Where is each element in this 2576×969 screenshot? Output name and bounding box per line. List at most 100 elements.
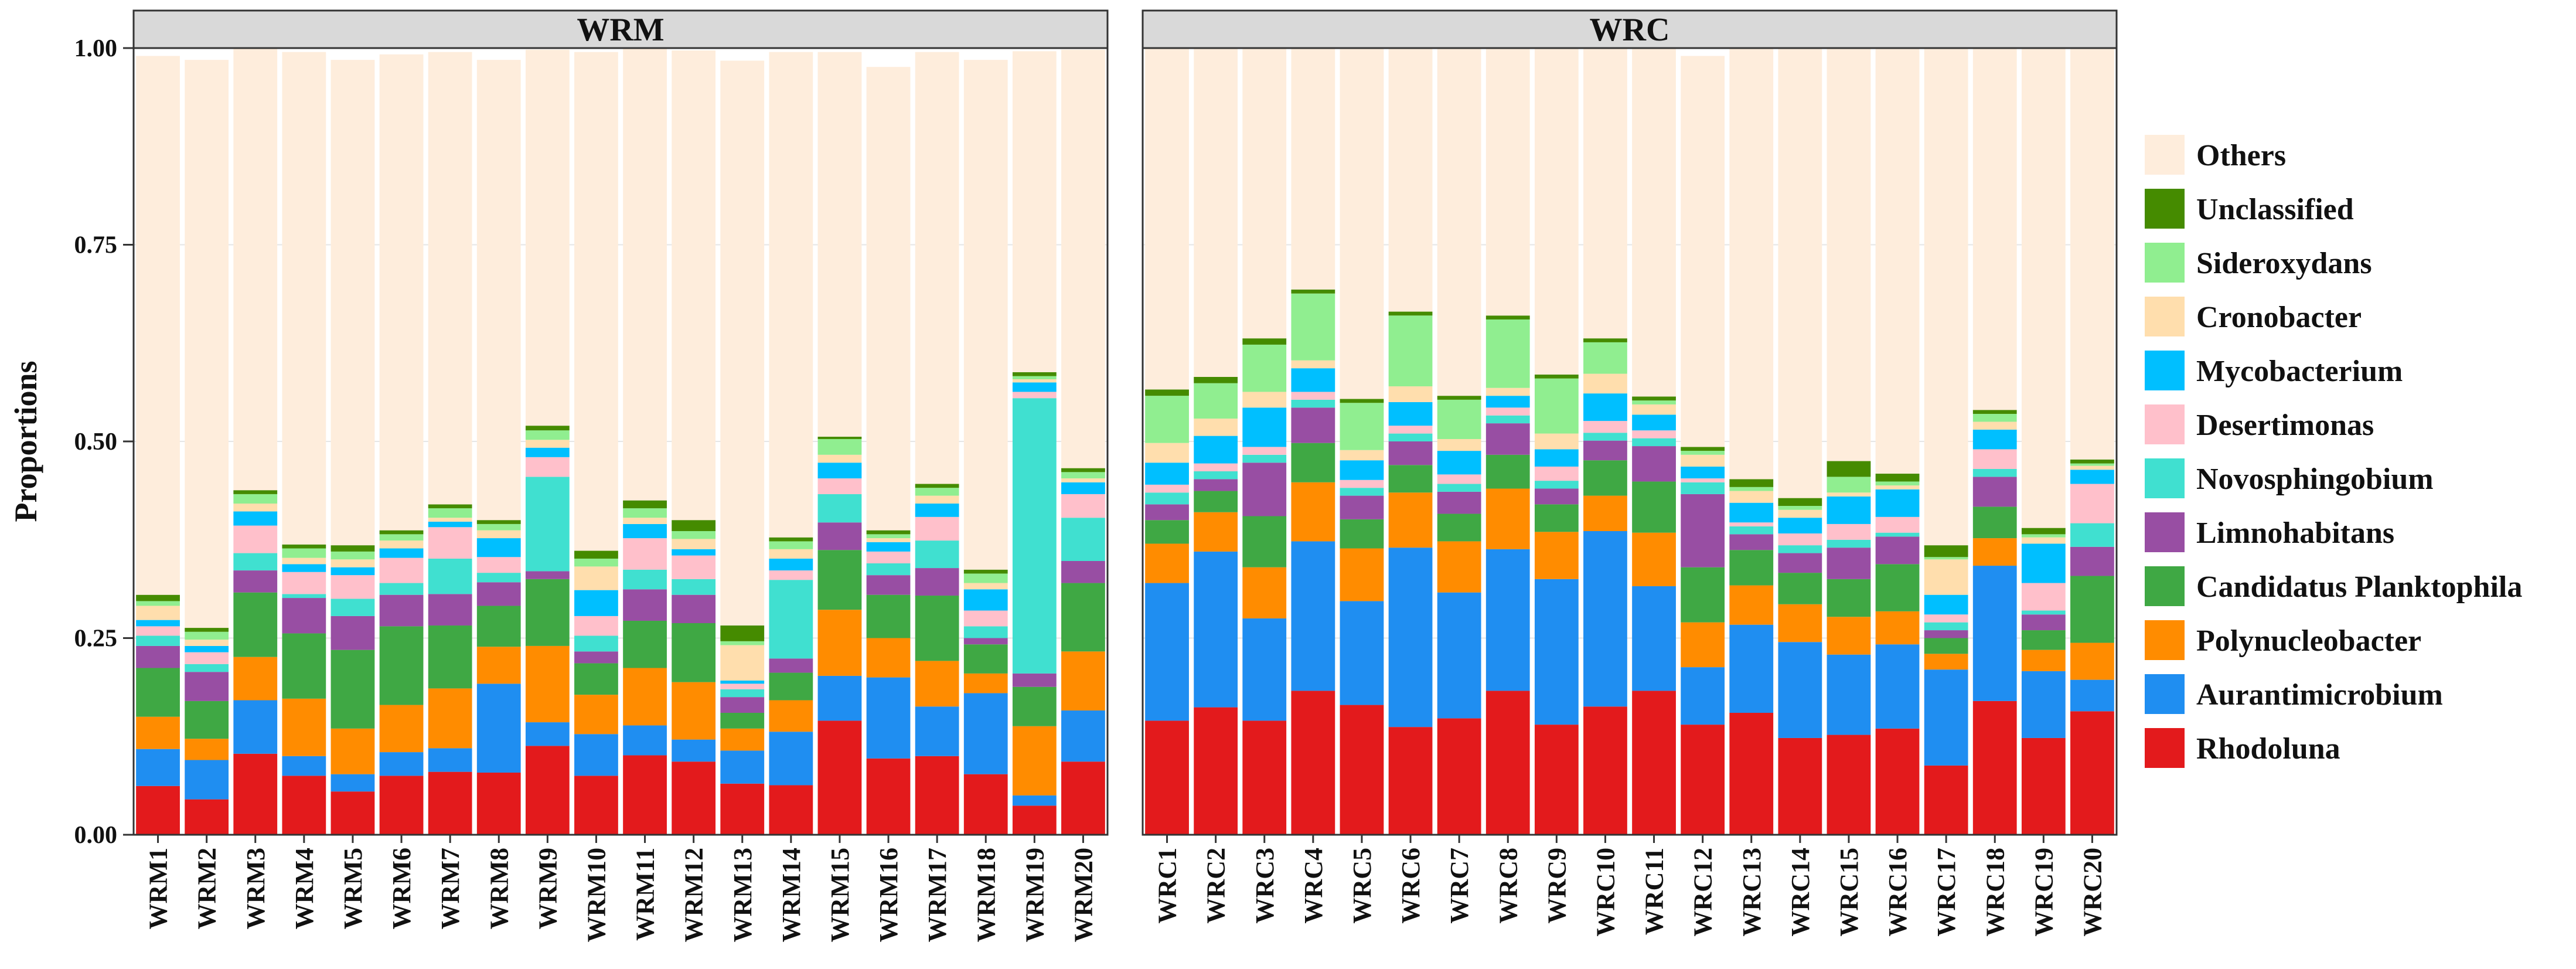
bar-segment-others (1875, 48, 1920, 474)
bar-segment-limnohabitans (720, 697, 765, 713)
bar-segment-limnohabitans (769, 658, 813, 673)
bar-segment-desertimonas (1012, 392, 1057, 399)
bar-segment-novosphingobium (525, 477, 570, 572)
bar-segment-desertimonas (2070, 484, 2114, 523)
x-tick-label: WRM3 (241, 848, 270, 929)
bar-segment-candidatus-planktophila (379, 626, 424, 705)
bar-segment-cronobacter (623, 518, 667, 524)
bar-segment-cronobacter (915, 495, 959, 504)
bar-wrm14 (769, 52, 813, 835)
bar-segment-desertimonas (185, 652, 229, 664)
x-tick-label: WRC8 (1494, 848, 1522, 924)
bar-segment-unclassified (1437, 396, 1481, 400)
bar-segment-desertimonas (233, 525, 278, 553)
bar-segment-desertimonas (1242, 447, 1287, 455)
bar-segment-others (963, 60, 1008, 570)
legend-swatch (2145, 135, 2185, 175)
bar-segment-rhodoluna (1681, 725, 1725, 835)
bar-segment-polynucleobacter (428, 688, 472, 749)
bar-segment-sideroxydans (1875, 481, 1920, 486)
bar-segment-novosphingobium (476, 573, 521, 583)
bar-segment-rhodoluna (282, 776, 326, 835)
bar-segment-others (1061, 49, 1105, 468)
bar-segment-candidatus-planktophila (672, 623, 716, 682)
bar-segment-mycobacterium (1437, 451, 1481, 475)
bar-segment-aurantimicrobium (2021, 671, 2066, 738)
bar-segment-sideroxydans (282, 548, 326, 558)
x-tick-label: WRC18 (1981, 848, 2009, 937)
x-tick-label: WRM5 (339, 848, 367, 929)
bar-wrm13 (720, 60, 765, 835)
bar-segment-others (1972, 48, 2017, 410)
bar-segment-unclassified (1012, 372, 1057, 376)
bar-segment-novosphingobium (1388, 433, 1433, 441)
bar-segment-sideroxydans (136, 601, 180, 606)
bar-segment-novosphingobium (233, 553, 278, 571)
bar-segment-mycobacterium (428, 521, 472, 528)
bar-segment-polynucleobacter (1485, 488, 1530, 549)
bar-segment-mycobacterium (330, 567, 375, 576)
bar-segment-candidatus-planktophila (1485, 454, 1530, 489)
bar-segment-sideroxydans (330, 551, 375, 560)
bar-segment-sideroxydans (866, 534, 911, 539)
bar-segment-polynucleobacter (1534, 532, 1579, 579)
legend-item-mycobacterium: Mycobacterium (2145, 351, 2403, 390)
bar-wrc2 (1194, 48, 1238, 835)
bar-segment-novosphingobium (915, 540, 959, 569)
bar-segment-polynucleobacter (379, 705, 424, 753)
bar-segment-novosphingobium (2021, 610, 2066, 615)
bar-segment-candidatus-planktophila (233, 592, 278, 657)
y-tick-label: 0.00 (74, 822, 118, 849)
bar-segment-sideroxydans (1388, 315, 1433, 387)
bar-segment-sideroxydans (476, 523, 521, 531)
bar-segment-aurantimicrobium (1485, 549, 1530, 691)
bar-segment-aurantimicrobium (1632, 586, 1676, 691)
bar-segment-sideroxydans (1437, 399, 1481, 439)
bar-wrm8 (476, 60, 521, 835)
bar-segment-mycobacterium (2021, 543, 2066, 583)
bar-segment-others (1827, 48, 1871, 461)
x-tick-label: WRM6 (387, 848, 416, 929)
bar-segment-cronobacter (1145, 443, 1189, 463)
bar-segment-sideroxydans (379, 534, 424, 541)
x-tick-label: WRM13 (728, 848, 757, 942)
bar-segment-unclassified (1340, 399, 1384, 403)
x-tick-label: WRC12 (1689, 848, 1718, 937)
bar-segment-cronobacter (136, 606, 180, 620)
bar-segment-rhodoluna (1388, 727, 1433, 835)
bar-segment-aurantimicrobium (1388, 548, 1433, 727)
bar-segment-aurantimicrobium (623, 725, 667, 756)
bar-segment-limnohabitans (672, 594, 716, 624)
bar-segment-desertimonas (282, 572, 326, 594)
bar-segment-mycobacterium (574, 590, 618, 616)
bar-segment-candidatus-planktophila (1924, 638, 1968, 654)
bar-segment-unclassified (1827, 461, 1871, 477)
bar-segment-sideroxydans (1194, 383, 1238, 419)
panel-strip (132, 9, 1109, 49)
bar-segment-candidatus-planktophila (428, 625, 472, 689)
bar-segment-mycobacterium (136, 620, 180, 627)
bar-segment-novosphingobium (282, 594, 326, 599)
legend-swatch (2145, 674, 2185, 714)
bar-segment-others (525, 49, 570, 426)
bar-segment-mycobacterium (233, 511, 278, 526)
bar-wrm3 (233, 48, 278, 835)
bar-segment-novosphingobium (1485, 415, 1530, 424)
bar-segment-limnohabitans (476, 582, 521, 606)
legend-swatch (2145, 512, 2185, 552)
bar-segment-mycobacterium (1778, 518, 1822, 534)
bar-segment-unclassified (525, 426, 570, 431)
bar-wrm18 (963, 60, 1008, 835)
x-tick-label: WRM19 (1020, 848, 1049, 942)
y-axis-title: Proportions (8, 361, 43, 522)
x-tick-label: WRC4 (1299, 848, 1328, 924)
bar-segment-rhodoluna (574, 776, 618, 835)
bar-segment-cronobacter (282, 557, 326, 565)
bar-segment-limnohabitans (1778, 553, 1822, 573)
bar-segment-desertimonas (1875, 516, 1920, 533)
legend-label: Candidatus Planktophila (2196, 570, 2522, 604)
y-tick-label: 1.00 (74, 35, 118, 62)
bar-segment-aurantimicrobium (1778, 642, 1822, 738)
bar-segment-mycobacterium (282, 564, 326, 572)
